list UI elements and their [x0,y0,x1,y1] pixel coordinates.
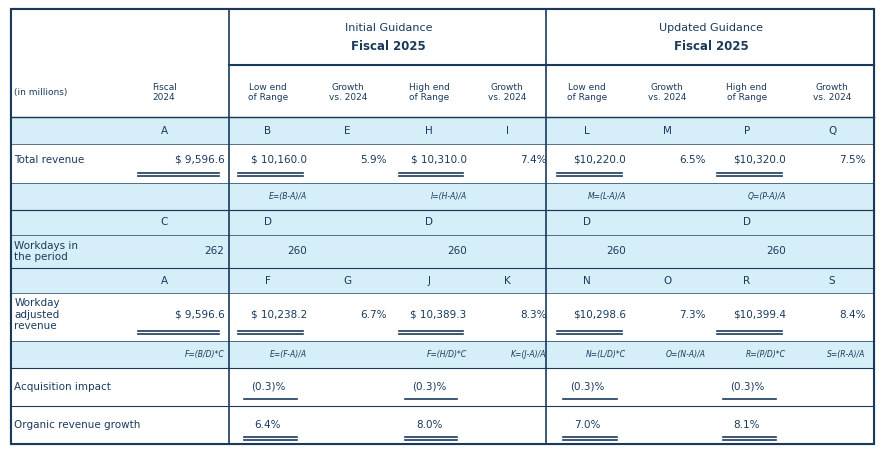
Text: (0.3)%: (0.3)% [729,382,763,392]
Text: High end
of Range: High end of Range [726,83,766,102]
Text: Growth
vs. 2024: Growth vs. 2024 [647,83,686,102]
Text: 6.4%: 6.4% [254,420,281,430]
Text: Q: Q [827,126,835,136]
Text: Workday
adjusted
revenue: Workday adjusted revenue [14,298,59,331]
Text: $ 10,310.0: $ 10,310.0 [410,155,466,165]
Text: F=(B/D)*C: F=(B/D)*C [184,350,224,359]
Text: Growth
vs. 2024: Growth vs. 2024 [328,83,367,102]
Text: (0.3)%: (0.3)% [251,382,284,392]
Text: 7.0%: 7.0% [573,420,600,430]
Text: 262: 262 [205,246,224,257]
Text: N=(L/D)*C: N=(L/D)*C [586,350,626,359]
Text: $10,320.0: $10,320.0 [733,155,785,165]
FancyBboxPatch shape [11,268,873,293]
Text: F: F [265,276,270,286]
Text: $10,298.6: $10,298.6 [572,309,626,320]
Text: M: M [662,126,671,136]
Text: 260: 260 [766,246,785,257]
Text: Growth
vs. 2024: Growth vs. 2024 [487,83,526,102]
FancyBboxPatch shape [11,9,873,68]
Text: High end
of Range: High end of Range [408,83,449,102]
Text: 5.9%: 5.9% [360,155,386,165]
Text: 8.4%: 8.4% [838,309,865,320]
Text: D: D [424,217,433,227]
Text: L: L [584,126,589,136]
Text: 8.1%: 8.1% [733,420,759,430]
Text: N: N [583,276,590,286]
Text: P: P [742,126,750,136]
Text: 6.7%: 6.7% [360,309,386,320]
Text: 8.0%: 8.0% [416,420,442,430]
Text: O: O [662,276,671,286]
Text: O=(N-A)/A: O=(N-A)/A [665,350,705,359]
Text: Total revenue: Total revenue [14,155,84,165]
Text: 260: 260 [606,246,626,257]
Text: F=(H/D)*C: F=(H/D)*C [426,350,466,359]
Text: 260: 260 [287,246,307,257]
Text: R=(P/D)*C: R=(P/D)*C [745,350,785,359]
Text: Growth
vs. 2024: Growth vs. 2024 [812,83,851,102]
Text: D: D [263,217,272,227]
Text: $ 9,596.6: $ 9,596.6 [175,155,224,165]
Text: S=(R-A)/A: S=(R-A)/A [827,350,865,359]
Text: Q=(P-A)/A: Q=(P-A)/A [747,192,785,201]
Text: A: A [160,276,167,286]
FancyBboxPatch shape [11,183,873,210]
Text: E=(F-A)/A: E=(F-A)/A [269,350,307,359]
Text: 7.4%: 7.4% [519,155,546,165]
Text: K: K [503,276,510,286]
Text: (0.3)%: (0.3)% [412,382,446,392]
Text: J: J [427,276,431,286]
Text: $ 9,596.6: $ 9,596.6 [175,309,224,320]
Text: M=(L-A)/A: M=(L-A)/A [587,192,626,201]
FancyBboxPatch shape [11,406,873,444]
Text: Workdays in
the period: Workdays in the period [14,241,78,262]
Text: R: R [742,276,750,286]
FancyBboxPatch shape [11,368,873,406]
Text: Initial Guidance: Initial Guidance [345,23,431,33]
Text: E=(B-A)/A: E=(B-A)/A [268,192,307,201]
Text: Updated Guidance: Updated Guidance [658,23,762,33]
FancyBboxPatch shape [11,117,873,144]
Text: (0.3)%: (0.3)% [570,382,603,392]
Text: $ 10,238.2: $ 10,238.2 [251,309,307,320]
FancyBboxPatch shape [11,235,873,268]
Text: 7.5%: 7.5% [838,155,865,165]
Text: $ 10,160.0: $ 10,160.0 [251,155,307,165]
Text: Low end
of Range: Low end of Range [566,83,607,102]
Text: Fiscal 2025: Fiscal 2025 [351,40,425,53]
Text: E: E [344,126,351,136]
Text: Organic revenue growth: Organic revenue growth [14,420,140,430]
Text: I: I [505,126,509,136]
Text: Low end
of Range: Low end of Range [247,83,288,102]
Text: G: G [343,276,352,286]
Text: 8.3%: 8.3% [519,309,546,320]
Text: I=(H-A)/A: I=(H-A)/A [430,192,466,201]
Text: D: D [582,217,591,227]
FancyBboxPatch shape [11,293,873,341]
Text: K=(J-A)/A: K=(J-A)/A [510,350,546,359]
Text: Acquisition impact: Acquisition impact [14,382,111,392]
Text: D: D [742,217,750,227]
Text: H: H [425,126,432,136]
FancyBboxPatch shape [11,9,873,444]
FancyBboxPatch shape [11,210,873,235]
Text: $ 10,389.3: $ 10,389.3 [410,309,466,320]
Text: A: A [160,126,167,136]
Text: B: B [264,126,271,136]
FancyBboxPatch shape [11,144,873,183]
Text: $10,399.4: $10,399.4 [732,309,785,320]
Text: C: C [160,217,167,227]
Text: 7.3%: 7.3% [679,309,705,320]
Text: $10,220.0: $10,220.0 [573,155,626,165]
Text: Fiscal
2024: Fiscal 2024 [152,83,176,102]
Text: Fiscal 2025: Fiscal 2025 [672,40,748,53]
FancyBboxPatch shape [11,68,873,117]
Text: 6.5%: 6.5% [679,155,705,165]
Text: S: S [828,276,835,286]
Text: (in millions): (in millions) [14,88,67,97]
Text: 260: 260 [447,246,466,257]
FancyBboxPatch shape [11,341,873,368]
